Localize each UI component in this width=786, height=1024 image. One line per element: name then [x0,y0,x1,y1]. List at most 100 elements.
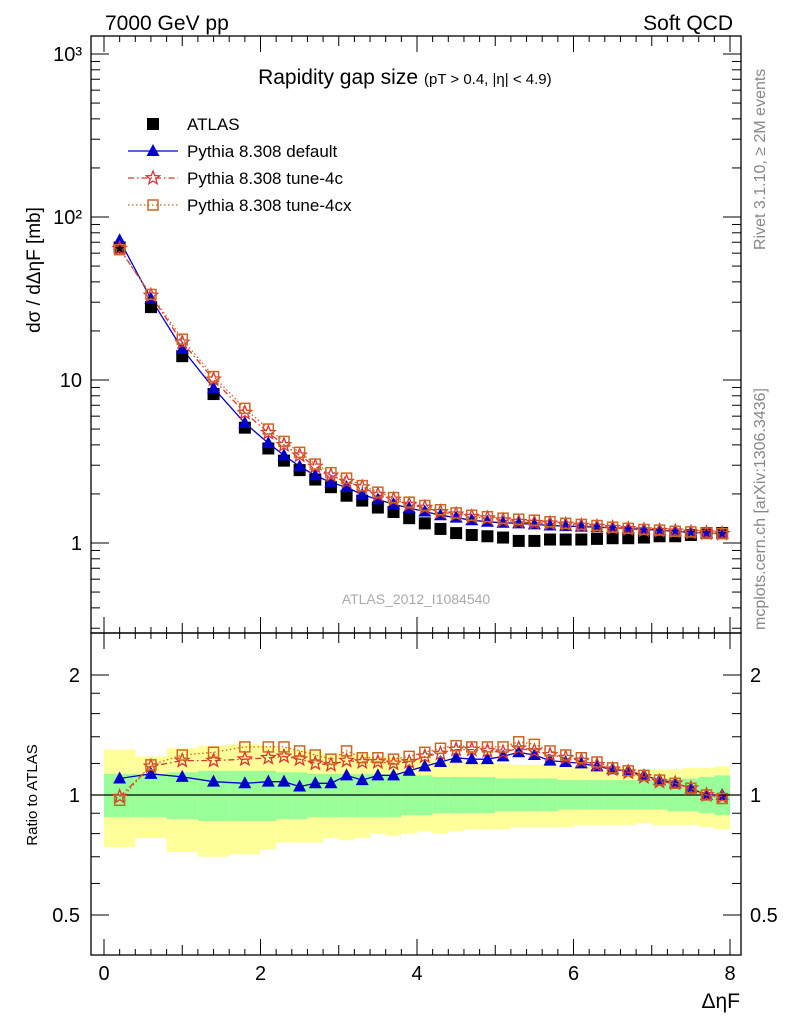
ratio-point-pythia-8-308-tune-4cx [403,750,415,763]
ratio-point-pythia-8-308-tune-4cx [340,745,353,757]
point-pythia-8-308-default [371,492,385,505]
ratio-point-pythia-8-308-tune-4c [259,748,277,765]
ratio-point-pythia-8-308-tune-4cx [700,789,713,801]
point-pythia-8-308-default [175,341,189,354]
ratio-point-pythia-8-308-tune-4cx [309,749,322,761]
ratio-point-pythia-8-308-tune-4c [205,751,222,768]
ratio-axis-label: Ratio to ATLAS [24,744,41,845]
ratio-point-pythia-8-308-tune-4cx [622,765,635,777]
point-pythia-8-308-default [308,468,322,481]
ratio-point-pythia-8-308-default [543,753,557,766]
ratio-point-pythia-8-308-default [340,768,354,781]
ratio-point-pythia-8-308-tune-4cx [207,746,220,759]
point-pythia-8-308-tune-4cx [685,526,697,538]
point-atlas [606,532,619,545]
point-pythia-8-308-tune-4cx [325,466,337,479]
ratio-point-pythia-8-308-default [371,768,385,781]
ratio-point-pythia-8-308-tune-4cx [466,741,478,753]
ratio-tick-label-left: 0.5 [52,905,80,927]
point-pythia-8-308-tune-4cx [591,519,603,532]
ratio-point-pythia-8-308-tune-4c [291,750,308,767]
ratio-point-pythia-8-308-tune-4cx [419,746,431,759]
point-atlas [340,489,353,502]
ratio-point-pythia-8-308-tune-4cx [434,742,447,755]
ratio-point-pythia-8-308-tune-4cx [606,762,619,774]
ratio-point-pythia-8-308-default [261,774,275,787]
ratio-point-pythia-8-308-tune-4cx [638,769,650,782]
ratio-point-pythia-8-308-default [402,763,416,776]
point-atlas [528,534,541,547]
point-atlas [144,301,157,314]
point-pythia-8-308-tune-4cx [387,491,400,504]
point-pythia-8-308-tune-4cx [544,516,556,528]
point-pythia-8-308-tune-4cx [293,446,306,459]
point-pythia-8-308-default [261,436,275,449]
ratio-tick-label-right: 2 [750,665,761,687]
header-left: 7000 GeV pp [105,12,229,35]
ratio-line-pythia-8-308-tune-4c [119,747,723,798]
ratio-tick-label-left: 1 [69,785,80,807]
ratio-point-pythia-8-308-tune-4cx [544,745,556,757]
ratio-point-pythia-8-308-tune-4cx [481,741,494,753]
ratio-point-pythia-8-308-default [113,771,127,784]
point-pythia-8-308-tune-4cx [278,435,290,448]
point-pythia-8-308-tune-4cx [176,333,188,345]
series-line-pythia-8-308-default [119,239,723,535]
rivet-label: Rivet 3.1.10, ≥ 2M events [752,69,769,250]
legend: ATLAS Pythia 8.308 default Pythia 8.308 tu… [128,115,352,215]
y-tick-label: 10² [53,207,82,229]
ratio-tick-label-left: 2 [69,665,80,687]
ratio-series-layer [111,736,731,807]
ratio-point-pythia-8-308-tune-4cx [293,745,306,757]
point-pythia-8-308-tune-4cx [419,499,431,512]
point-pythia-8-308-tune-4cx [653,524,666,536]
ratio-point-pythia-8-308-default [449,750,463,763]
point-pythia-8-308-tune-4cx [512,513,525,525]
point-pythia-8-308-tune-4cx [481,510,494,523]
ratio-point-pythia-8-308-default [418,759,432,772]
point-pythia-8-308-default [277,448,291,461]
point-atlas [481,530,494,543]
chart-title: Rapidity gap size [258,66,418,89]
point-atlas [559,533,572,546]
point-pythia-8-308-default [113,233,127,246]
point-pythia-8-308-tune-4cx [450,507,462,519]
point-pythia-8-308-tune-4cx [700,527,713,539]
uncertainty-band-inner [291,772,308,820]
y-tick-label: 10³ [53,44,82,66]
point-pythia-8-308-tune-4cx [497,512,509,524]
ratio-point-pythia-8-308-default [308,776,322,789]
ratio-point-pythia-8-308-tune-4cx [145,759,157,771]
ratio-point-pythia-8-308-default [465,752,479,765]
legend-marker-pythia-8-308-tune-4cx [147,199,159,211]
point-atlas [418,517,431,530]
ratio-point-pythia-8-308-tune-4c [275,747,293,764]
x-tick-label: 6 [568,963,579,985]
header-right: Soft QCD [643,12,733,35]
ratio-point-pythia-8-308-tune-4cx [372,752,384,764]
point-atlas [575,533,588,546]
ratio-point-pythia-8-308-tune-4c [236,750,254,767]
legend-marker-pythia-8-308-default [146,144,160,156]
ratio-point-pythia-8-308-tune-4cx [278,741,290,753]
point-pythia-8-308-default [340,480,354,493]
point-pythia-8-308-tune-4cx [145,288,157,301]
y-tick-label: 1 [71,533,82,555]
point-atlas [465,528,478,541]
ratio-point-pythia-8-308-tune-4cx [575,752,588,764]
legend-marker-pythia-8-308-tune-4c [144,169,162,186]
point-pythia-8-308-tune-4cx [606,521,619,533]
ratio-point-pythia-8-308-tune-4cx [559,749,572,761]
ratio-point-pythia-8-308-default [387,768,401,781]
ratio-point-pythia-8-308-default [207,774,221,787]
ratio-point-pythia-8-308-tune-4cx [239,741,251,753]
point-pythia-8-308-default [324,475,338,488]
x-tick-label: 8 [724,963,735,985]
ratio-point-pythia-8-308-tune-4c [306,754,324,771]
point-atlas [544,533,557,546]
point-pythia-8-308-default [293,459,307,472]
point-pythia-8-308-default [238,415,252,428]
ratio-point-pythia-8-308-default [238,776,252,789]
point-pythia-8-308-tune-4cx [372,486,384,498]
ratio-point-pythia-8-308-default [433,754,447,767]
